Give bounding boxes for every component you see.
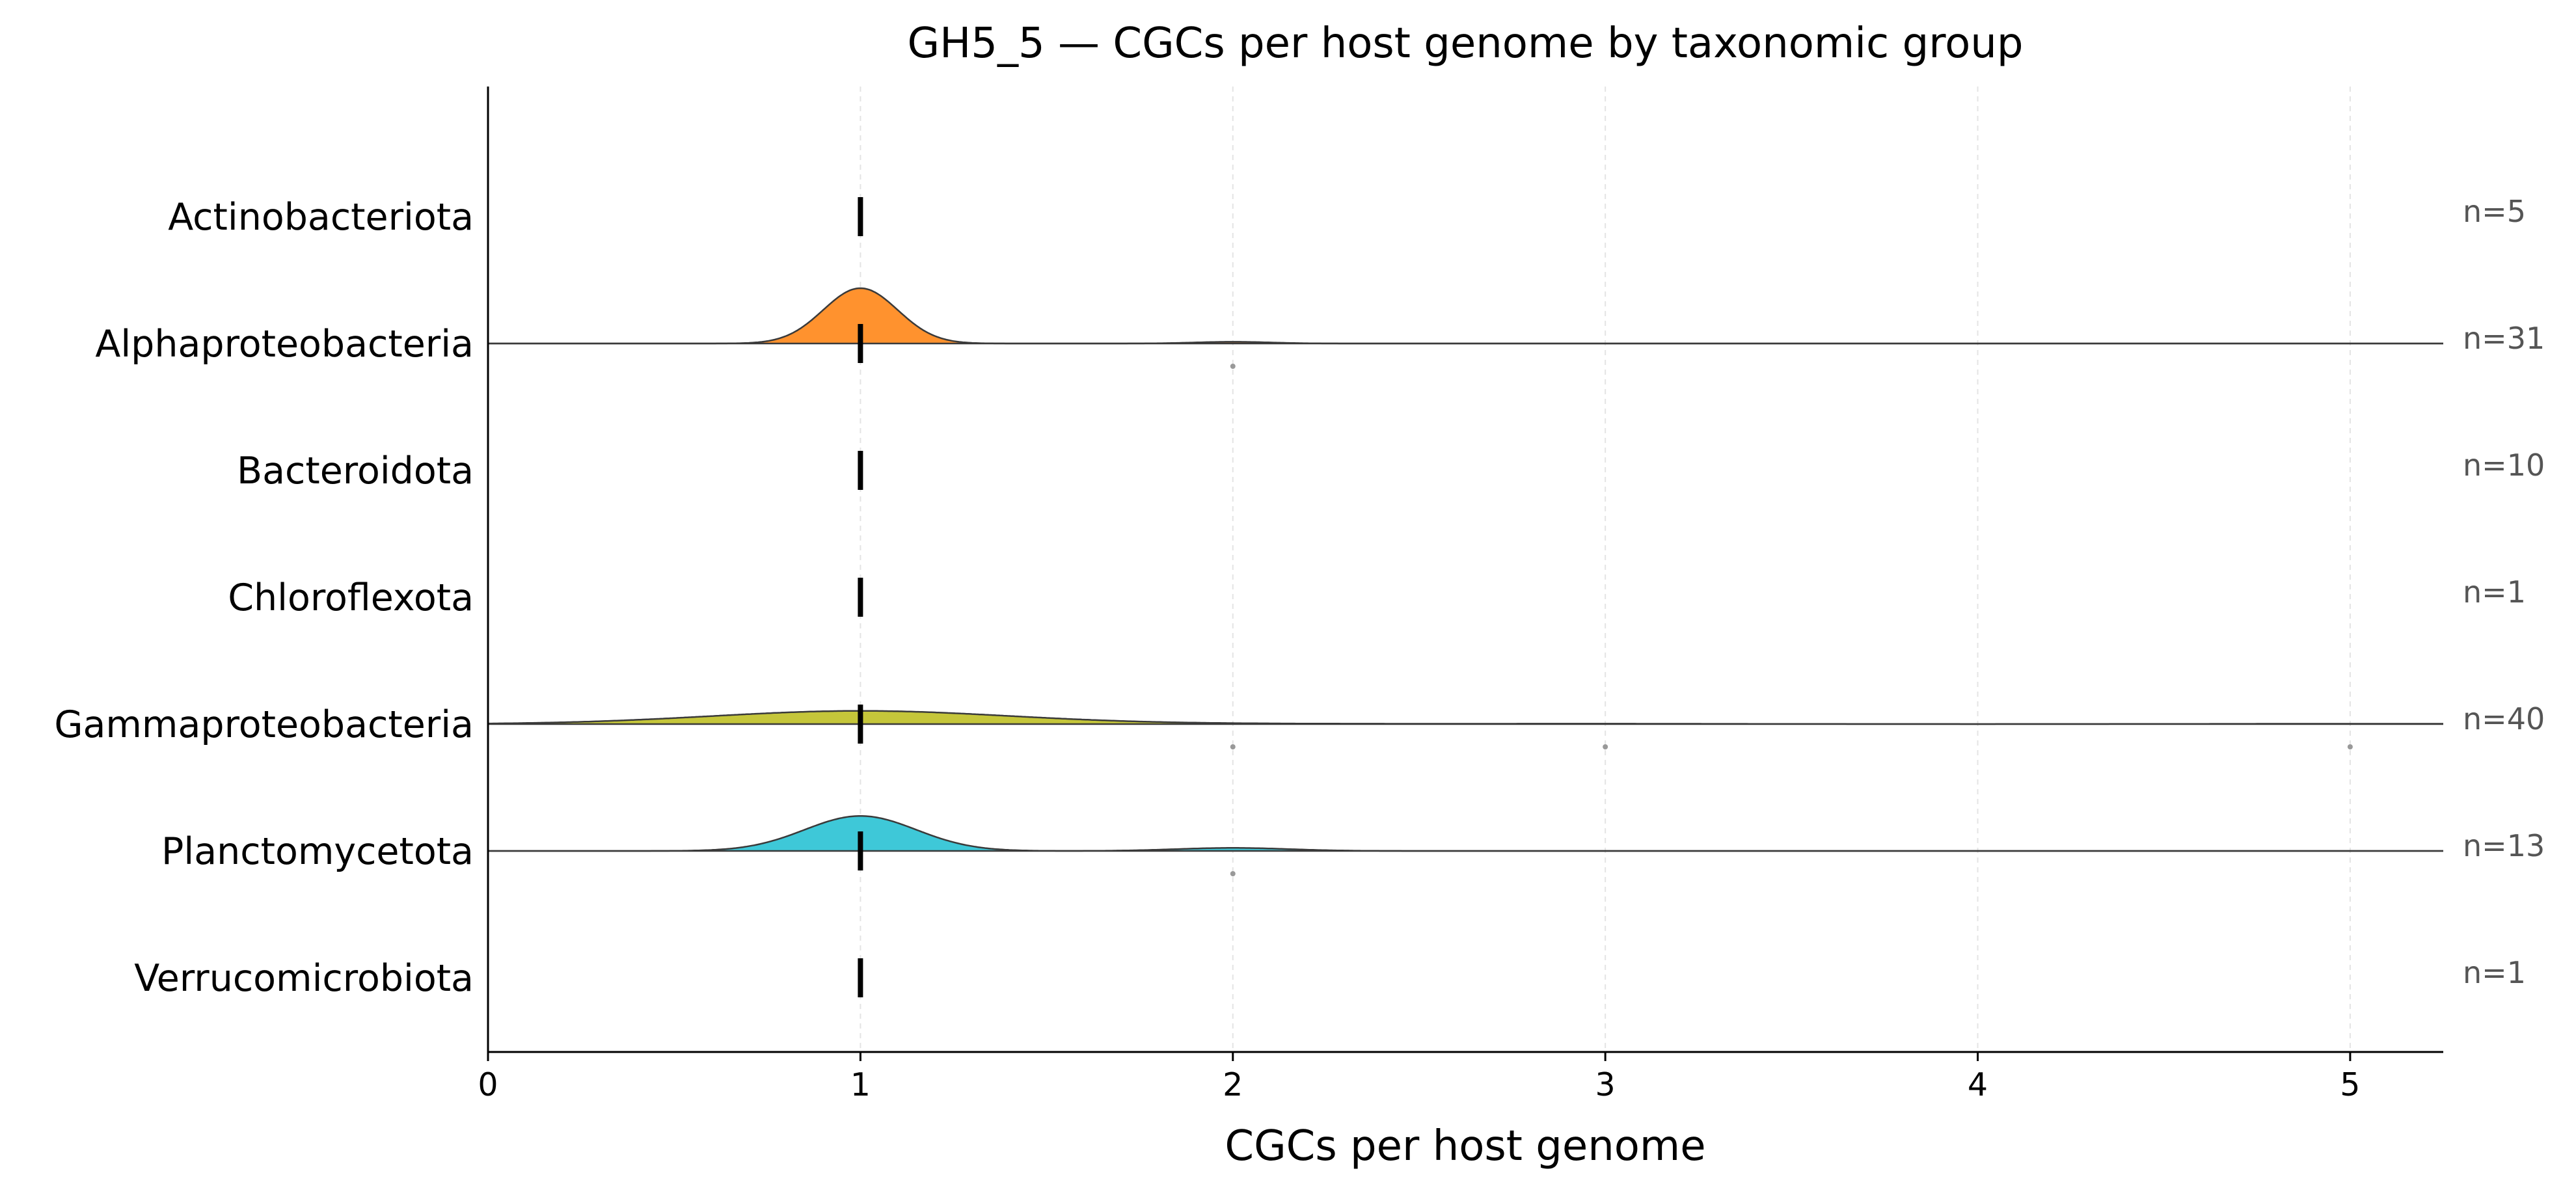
grid-layer	[487, 87, 2352, 1061]
n-count-label: n=40	[2463, 701, 2545, 736]
ridge-fill	[488, 288, 2443, 344]
n-count-label: n=10	[2463, 448, 2545, 483]
category-label: Chloroflexota	[228, 576, 474, 619]
data-point	[1230, 364, 1236, 369]
chart-title: GH5_5 — CGCs per host genome by taxonomi…	[908, 20, 2024, 68]
x-tick-label: 5	[2340, 1066, 2360, 1103]
n-count-label: n=1	[2463, 955, 2526, 990]
x-tick-label: 0	[478, 1066, 498, 1103]
category-label: Bacteroidota	[237, 450, 474, 492]
category-label: Alphaproteobacteria	[95, 323, 474, 366]
category-label: Actinobacteriota	[168, 196, 474, 239]
ridge-fill	[488, 710, 2443, 724]
data-point	[1230, 744, 1236, 749]
n-count-label: n=31	[2463, 321, 2545, 356]
x-axis-label: CGCs per host genome	[1225, 1122, 1705, 1170]
data-point	[2347, 744, 2353, 749]
n-count-label: n=13	[2463, 828, 2545, 863]
category-label: Verrucomicrobiota	[134, 957, 474, 1000]
data-point	[1230, 871, 1236, 876]
data-point	[1603, 744, 1608, 749]
label-layer: 0 1 2 3 4 5 Actinobacteriota n=5 Alphaproteobact…	[54, 194, 2545, 1103]
category-label: Planctomycetota	[161, 830, 474, 873]
x-tick-label: 1	[850, 1066, 871, 1103]
x-tick-label: 2	[1223, 1066, 1243, 1103]
n-count-label: n=1	[2463, 574, 2526, 610]
axes-layer	[487, 87, 2443, 1053]
ridge-layer	[488, 197, 2443, 997]
x-tick-label: 4	[1968, 1066, 1988, 1103]
n-count-label: n=5	[2463, 194, 2526, 229]
category-label: Gammaproteobacteria	[54, 703, 474, 746]
ridge-outline	[488, 287, 2443, 345]
ridge-fill	[488, 816, 2443, 851]
x-tick-label: 3	[1595, 1066, 1616, 1103]
